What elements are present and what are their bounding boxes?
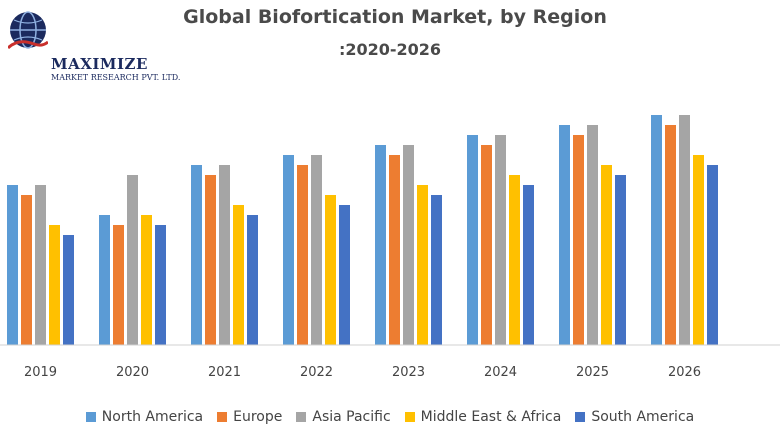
bar-2019-north-america	[7, 185, 18, 345]
bar-2025-middle-east-africa	[601, 165, 612, 345]
x-tick-label-2021: 2021	[208, 365, 241, 380]
bar-2021-middle-east-africa	[233, 205, 244, 345]
legend-item-europe: Europe	[217, 409, 282, 425]
chart-subtitle: :2020-2026	[338, 40, 442, 59]
x-tick-label-2023: 2023	[392, 365, 425, 380]
bar-2020-asia-pacific	[127, 175, 138, 345]
legend-label: South America	[591, 409, 695, 425]
legend-label: Asia Pacific	[312, 409, 391, 425]
bar-2025-europe	[573, 135, 584, 345]
bar-2020-middle-east-africa	[141, 215, 152, 345]
chart-title: Global Biofortication Market, by Region	[183, 6, 607, 28]
bar-2022-north-america	[283, 155, 294, 345]
x-tick-label-2026: 2026	[668, 365, 701, 380]
x-tick-label-2024: 2024	[484, 365, 517, 380]
bar-2026-south-america	[707, 165, 718, 345]
bar-2024-asia-pacific	[495, 135, 506, 345]
legend: North America Europe Asia Pacific Middle Ea…	[0, 407, 780, 427]
logo-name: MAXIMIZE	[51, 55, 148, 73]
legend-swatch	[575, 412, 586, 422]
legend-item-south-america: South America	[575, 409, 694, 425]
bar-2019-asia-pacific	[35, 185, 46, 345]
bar-2026-europe	[665, 125, 676, 345]
legend-label: North America	[101, 409, 204, 425]
company-logo: MAXIMIZE MARKET RESEARCH PVT. LTD.	[8, 8, 193, 82]
bar-2026-north-america	[651, 115, 662, 345]
bar-2022-south-america	[339, 205, 350, 345]
legend-item-asia-pacific: Asia Pacific	[296, 409, 391, 425]
bar-2026-asia-pacific	[679, 115, 690, 345]
legend-swatch	[404, 412, 415, 422]
legend-label: Middle East & Africa	[420, 409, 562, 425]
bar-2024-south-america	[523, 185, 534, 345]
bar-2020-north-america	[99, 215, 110, 345]
logo-tagline: MARKET RESEARCH PVT. LTD.	[51, 73, 181, 82]
bars-group	[7, 115, 718, 345]
bar-2023-middle-east-africa	[417, 185, 428, 345]
bar-2019-south-america	[63, 235, 74, 345]
bar-2021-asia-pacific	[219, 165, 230, 345]
bar-2023-north-america	[375, 145, 386, 345]
bar-2025-asia-pacific	[587, 125, 598, 345]
bar-2019-europe	[21, 195, 32, 345]
bar-2021-europe	[205, 175, 216, 345]
bar-2025-south-america	[615, 175, 626, 345]
legend-swatch	[217, 412, 228, 422]
x-tick-label-2025: 2025	[576, 365, 609, 380]
x-tick-label-2022: 2022	[300, 365, 333, 380]
legend-label: Europe	[233, 409, 283, 425]
x-tick-labels: 2019 2020 2021 2022 2023 2024 2025 2026	[24, 365, 701, 380]
bar-2020-europe	[113, 225, 124, 345]
bar-2021-north-america	[191, 165, 202, 345]
legend-item-middle-east-africa: Middle East & Africa	[404, 409, 562, 425]
bar-2026-middle-east-africa	[693, 155, 704, 345]
bar-2023-south-america	[431, 195, 442, 345]
bar-2019-middle-east-africa	[49, 225, 60, 345]
bar-2021-south-america	[247, 215, 258, 345]
legend-swatch	[296, 412, 307, 422]
bar-2022-europe	[297, 165, 308, 345]
bar-2023-europe	[389, 155, 400, 345]
globe-icon	[8, 11, 48, 50]
x-tick-label-2020: 2020	[116, 365, 149, 380]
x-tick-label-2019: 2019	[24, 365, 57, 380]
bar-2023-asia-pacific	[403, 145, 414, 345]
bar-2022-middle-east-africa	[325, 195, 336, 345]
bar-2020-south-america	[155, 225, 166, 345]
bar-2025-north-america	[559, 125, 570, 345]
legend-item-north-america: North America	[85, 409, 204, 425]
bar-2022-asia-pacific	[311, 155, 322, 345]
bar-2024-middle-east-africa	[509, 175, 520, 345]
legend-swatch	[85, 412, 96, 422]
bar-2024-north-america	[467, 135, 478, 345]
bar-2024-europe	[481, 145, 492, 345]
